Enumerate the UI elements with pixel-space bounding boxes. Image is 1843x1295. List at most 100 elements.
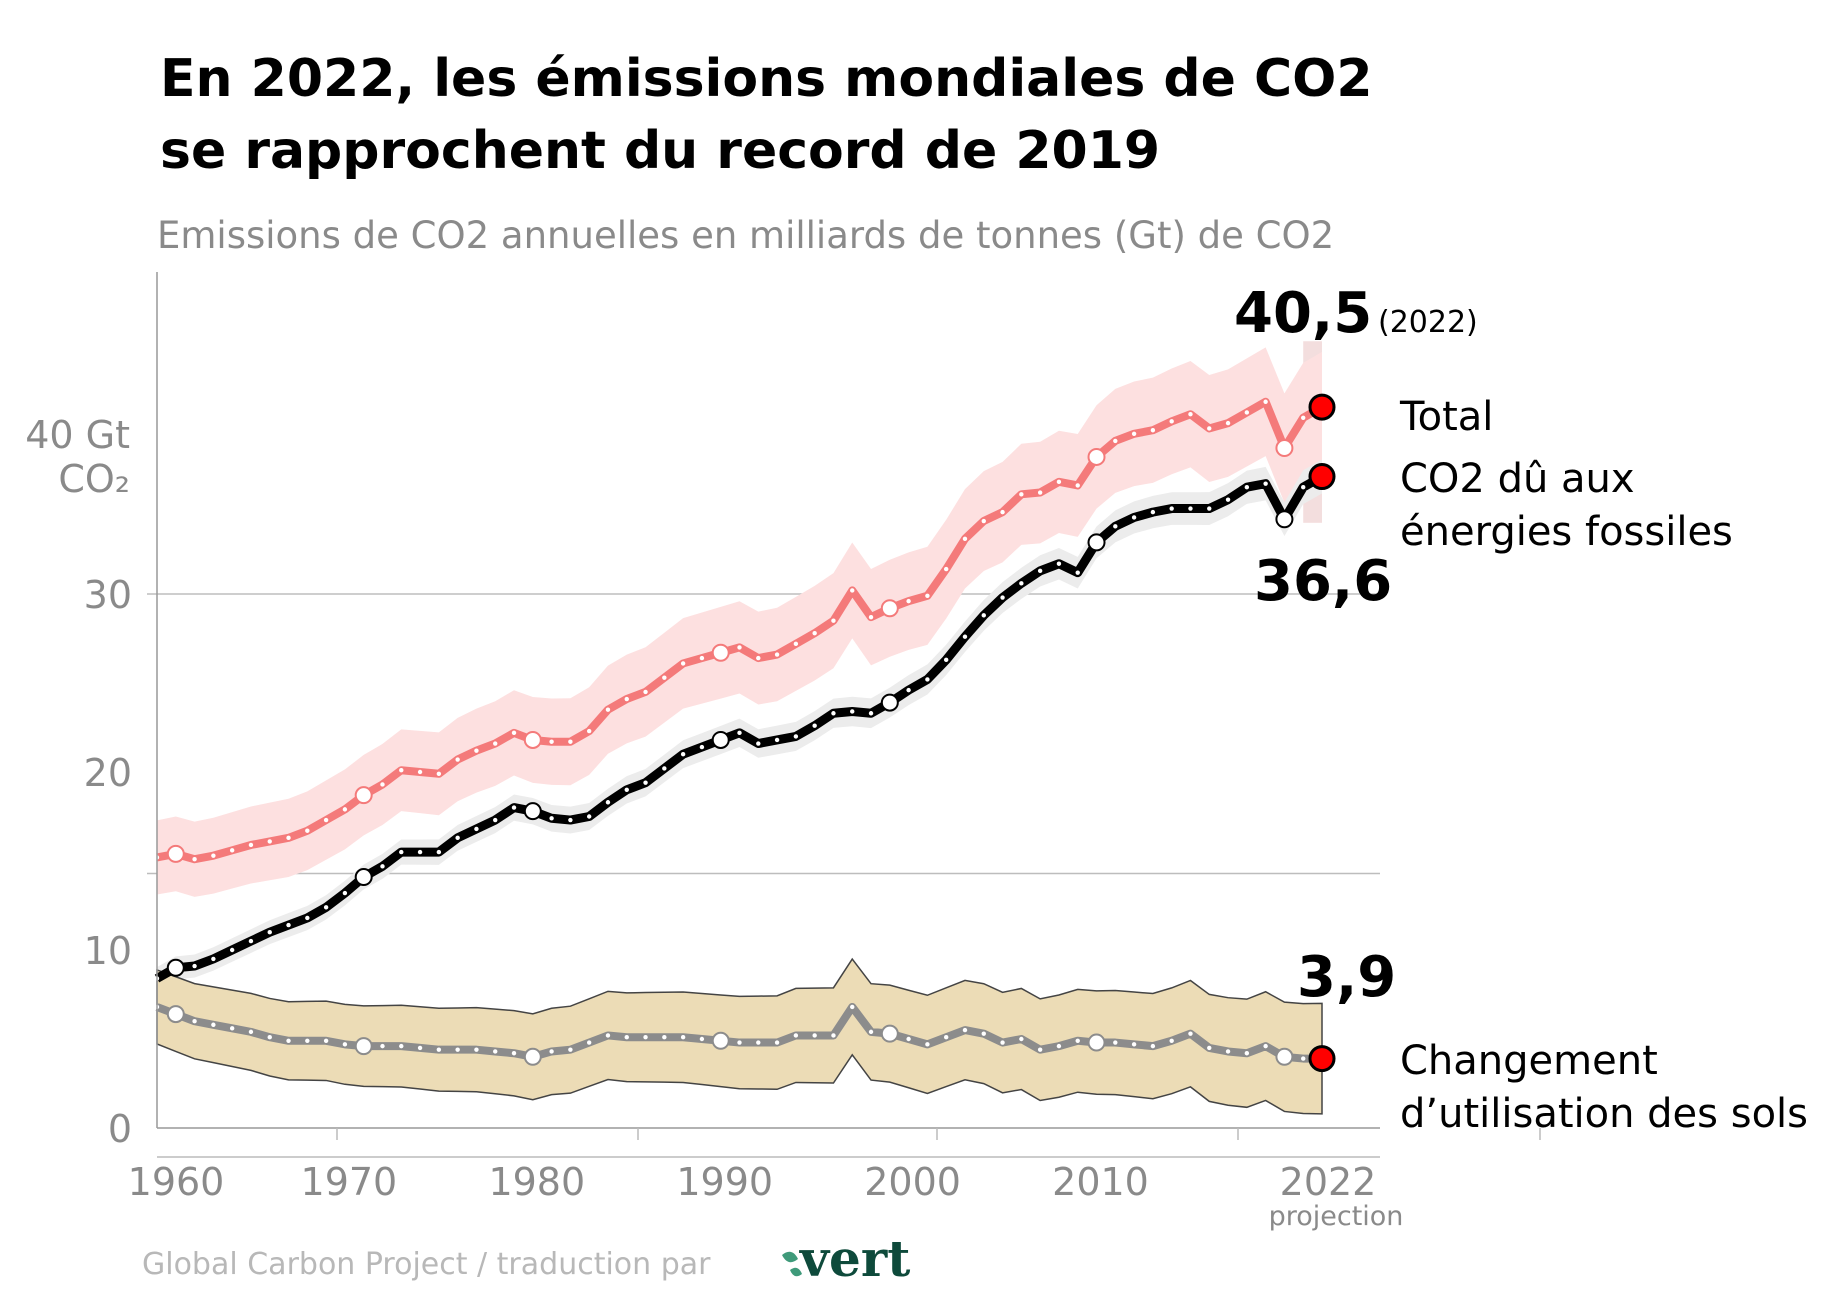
x-tick-label: 1970 xyxy=(301,1160,398,1204)
data-point xyxy=(455,1047,460,1052)
data-point xyxy=(1150,428,1156,433)
data-point xyxy=(1037,568,1043,574)
data-point xyxy=(380,864,385,869)
data-point xyxy=(229,1026,235,1031)
data-point xyxy=(380,782,385,787)
highlight-point xyxy=(1275,439,1294,458)
highlight-point xyxy=(523,1047,542,1066)
data-point xyxy=(1150,509,1156,515)
data-point xyxy=(568,1047,573,1052)
legend-fossil-line-2: énergies fossiles xyxy=(1400,509,1733,555)
data-point xyxy=(305,1038,310,1043)
data-point xyxy=(605,800,611,805)
highlight-point xyxy=(166,1005,185,1024)
grid xyxy=(147,593,1380,875)
legend-land-use-line-2: d’utilisation des sols xyxy=(1400,1091,1808,1137)
highlight-point xyxy=(166,844,185,863)
data-point xyxy=(342,890,348,896)
data-point xyxy=(756,741,761,746)
data-point xyxy=(624,696,629,702)
y-tick-label: 20 xyxy=(84,751,132,795)
data-point xyxy=(474,826,479,832)
data-point xyxy=(342,807,348,812)
data-point xyxy=(699,655,705,661)
data-point xyxy=(229,947,235,953)
data-point xyxy=(248,938,254,944)
data-point xyxy=(774,737,780,743)
leaf-icon xyxy=(782,1251,802,1277)
data-point xyxy=(192,857,197,862)
data-point xyxy=(1225,1049,1231,1054)
total-end-year: (2022) xyxy=(1378,305,1478,340)
data-point xyxy=(831,618,836,623)
data-point xyxy=(1056,479,1062,485)
data-point xyxy=(662,1035,667,1040)
data-point xyxy=(605,1033,611,1038)
data-point xyxy=(549,739,554,744)
data-point xyxy=(850,709,855,714)
x-tick-label: 1990 xyxy=(676,1160,773,1204)
data-point xyxy=(399,849,404,855)
uncertainty-bands xyxy=(156,341,1323,1115)
data-point xyxy=(323,817,329,823)
data-point xyxy=(962,536,968,542)
data-point xyxy=(774,652,780,657)
data-point xyxy=(1075,1038,1080,1043)
data-point xyxy=(793,1033,799,1038)
data-point xyxy=(493,1049,498,1054)
y-axis-label-line-1: 40 Gt xyxy=(25,413,130,457)
end-marker xyxy=(1308,1045,1336,1073)
data-point xyxy=(643,1035,648,1040)
data-point xyxy=(586,1040,592,1045)
data-point xyxy=(286,922,291,928)
data-point xyxy=(868,711,874,716)
legend-total: Total xyxy=(1399,394,1493,440)
data-point xyxy=(1244,410,1250,415)
data-point xyxy=(962,1027,968,1033)
data-point xyxy=(586,728,592,734)
data-point xyxy=(662,675,667,680)
data-point xyxy=(605,707,611,712)
data-point xyxy=(1037,1047,1043,1052)
highlight-point xyxy=(880,1024,899,1043)
data-point xyxy=(1037,490,1043,495)
x-tick-label: 2010 xyxy=(1052,1160,1149,1204)
data-point xyxy=(943,566,949,572)
data-point xyxy=(436,849,442,855)
data-point xyxy=(1000,509,1005,515)
data-point xyxy=(1113,524,1118,529)
data-point xyxy=(1188,1031,1193,1036)
data-point xyxy=(1131,515,1137,520)
data-point xyxy=(925,677,930,682)
data-point xyxy=(474,1047,479,1052)
data-point xyxy=(774,1040,780,1045)
data-point xyxy=(267,839,272,844)
data-point xyxy=(417,1045,423,1051)
data-point xyxy=(925,1042,930,1047)
land-use-end-value: 3,9 xyxy=(1297,945,1396,1010)
x-tick-label: 2022 xyxy=(1280,1160,1377,1204)
highlight-point xyxy=(166,958,185,977)
data-point xyxy=(511,1051,517,1056)
data-point xyxy=(812,723,817,728)
data-point xyxy=(624,1035,629,1040)
subtitle: Emissions de CO2 annuelles en milliards … xyxy=(157,214,1334,257)
y-tick-label: 30 xyxy=(84,573,132,617)
data-point xyxy=(568,817,573,823)
data-point xyxy=(699,744,705,750)
highlight-point xyxy=(1275,1047,1294,1066)
data-point xyxy=(1263,481,1268,486)
highlight-point xyxy=(1087,447,1106,466)
data-point xyxy=(474,748,479,753)
end-marker xyxy=(1308,463,1336,491)
data-point xyxy=(793,734,799,739)
data-point xyxy=(1263,399,1268,404)
data-point xyxy=(943,657,949,663)
data-point xyxy=(1207,506,1212,511)
legend-land-use-line-1: Changement xyxy=(1400,1038,1658,1084)
axes: 0 10 20 30 1960 1970 1980 1990 2000 2010 2022 xyxy=(84,272,1541,1204)
data-point xyxy=(812,1033,817,1038)
data-point xyxy=(211,1022,216,1027)
uncertainty-band xyxy=(157,347,1322,897)
data-point xyxy=(831,1033,836,1038)
